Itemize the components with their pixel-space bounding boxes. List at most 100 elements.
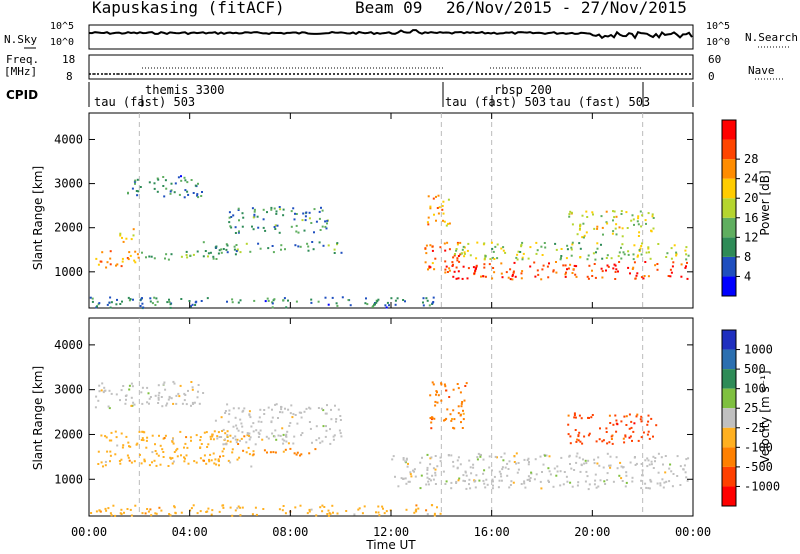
data-cell [220, 416, 223, 419]
data-cell [157, 402, 160, 404]
data-cell [596, 247, 599, 250]
data-cell [249, 250, 252, 253]
data-cell [103, 386, 106, 389]
data-cell [502, 459, 505, 462]
data-cell [586, 216, 589, 218]
data-cell [366, 303, 369, 306]
data-cell [573, 412, 576, 415]
data-cell [196, 512, 199, 515]
data-cell [565, 271, 567, 274]
data-cell [515, 462, 518, 465]
data-cell [330, 408, 332, 411]
data-cell [363, 505, 366, 508]
data-cell [250, 465, 253, 468]
colorbar-swatch [722, 217, 736, 238]
data-cell [276, 224, 279, 227]
data-cell [483, 263, 486, 266]
data-cell [627, 253, 630, 256]
data-cell [128, 459, 131, 462]
data-cell [234, 435, 237, 438]
data-cell [197, 196, 200, 199]
noise-search-label: N.Search [745, 31, 798, 44]
data-cell [232, 425, 235, 428]
data-cell [591, 275, 594, 277]
data-cell [218, 510, 221, 513]
data-cell [624, 434, 627, 437]
data-cell [178, 193, 181, 196]
data-cell [218, 464, 220, 467]
data-cell [110, 431, 113, 434]
data-cell [606, 472, 609, 475]
data-cell [482, 472, 485, 475]
data-cell [504, 251, 507, 254]
data-cell [183, 460, 186, 463]
cpid-entry-4: rbsp 200 [494, 83, 552, 97]
data-cell [605, 257, 608, 259]
data-cell [361, 512, 364, 515]
data-cell [326, 513, 329, 515]
data-cell [648, 437, 651, 440]
data-cell [430, 418, 433, 421]
data-cell [203, 454, 206, 457]
data-cell [149, 297, 152, 300]
data-cell [457, 412, 460, 415]
data-cell [429, 417, 432, 419]
data-cell [529, 265, 532, 268]
x-tick-label: 00:00 [675, 525, 711, 539]
data-cell [296, 451, 299, 454]
data-cell [614, 414, 617, 417]
data-band-9 [568, 210, 655, 239]
data-cell [664, 471, 667, 474]
data-cell [125, 394, 128, 397]
data-cell [485, 478, 488, 481]
data-cell [196, 193, 199, 196]
data-cell [168, 395, 171, 398]
data-cell [308, 217, 311, 220]
data-cell [245, 441, 248, 444]
data-cell [520, 245, 523, 248]
data-cell [267, 247, 270, 250]
data-cell [435, 195, 437, 198]
data-cell [184, 189, 187, 192]
data-cell [327, 303, 330, 306]
data-cell [486, 483, 489, 486]
data-cell [624, 485, 627, 488]
colorbar-swatch [722, 120, 736, 140]
data-cell [637, 223, 640, 226]
data-cell [665, 256, 668, 258]
data-cell [180, 255, 183, 258]
data-cell [498, 479, 501, 482]
data-cell [429, 244, 432, 247]
data-cell [488, 466, 491, 469]
data-cell [527, 257, 530, 260]
data-cell [277, 434, 280, 437]
data-cell [475, 474, 478, 477]
data-cell [295, 453, 298, 456]
data-cell [225, 443, 228, 446]
data-cell [109, 306, 112, 309]
data-cell [349, 304, 352, 307]
data-cell [108, 407, 111, 410]
data-cell [620, 465, 623, 468]
xlabel: Time UT [365, 538, 416, 552]
data-cell [195, 300, 198, 303]
data-cell [402, 299, 405, 301]
data-cell [517, 250, 520, 253]
data-cell [217, 431, 220, 434]
data-band-8 [454, 241, 690, 261]
data-cell [567, 433, 570, 436]
data-cell [121, 236, 123, 239]
data-cell [633, 244, 636, 247]
data-cell [640, 420, 643, 423]
colorbar-tick-label: -25 [744, 421, 766, 435]
data-cell [536, 249, 539, 252]
data-cell [143, 460, 146, 462]
data-cell [136, 178, 139, 181]
data-cell [601, 226, 604, 229]
data-cell [290, 210, 293, 213]
data-cell [315, 514, 318, 517]
data-cell [457, 270, 460, 273]
data-cell [189, 254, 192, 257]
data-cell [622, 251, 625, 254]
data-cell [419, 461, 422, 464]
